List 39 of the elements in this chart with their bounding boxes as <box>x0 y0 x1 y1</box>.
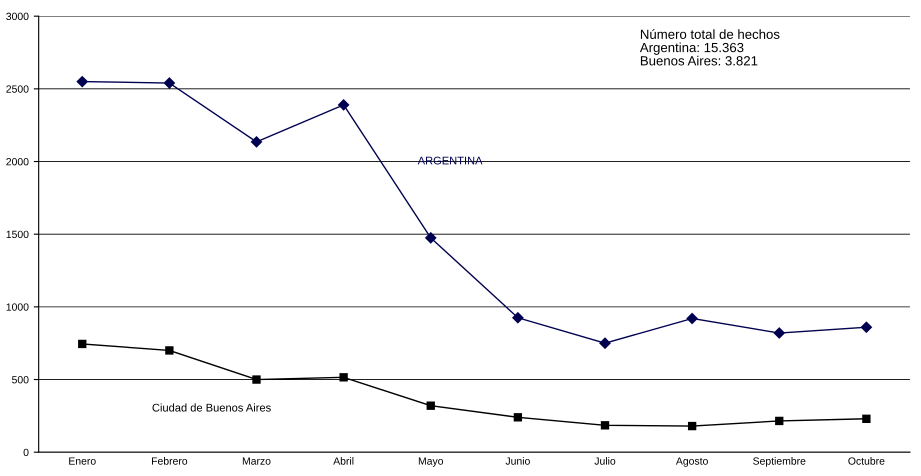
point <box>425 232 436 244</box>
point <box>250 136 262 148</box>
x-tick-label: Agosto <box>676 457 708 467</box>
y-tick-label: 500 <box>12 376 29 384</box>
point <box>774 327 785 339</box>
y-tick-label: 1500 <box>6 230 29 238</box>
point <box>165 346 174 355</box>
x-tick-label: Junio <box>506 457 530 465</box>
point <box>686 312 698 324</box>
point <box>76 76 88 88</box>
point <box>252 375 261 384</box>
text: Ciudad de Buenos Aires <box>152 403 271 412</box>
point <box>862 414 871 423</box>
point <box>514 413 522 422</box>
point <box>512 312 524 324</box>
point <box>338 99 350 110</box>
x-tick-label: Abril <box>333 457 354 465</box>
x-tick-label: Marzo <box>242 457 271 465</box>
y-tick-label: 1000 <box>6 303 29 311</box>
x-tick-label: Julio <box>594 457 616 465</box>
y-tick-label: 0 <box>24 448 29 456</box>
point <box>339 373 348 382</box>
point <box>599 338 611 349</box>
point <box>600 421 610 430</box>
point <box>688 422 696 430</box>
x-tick-label: Octubre <box>848 457 884 465</box>
y-tick-label: 2000 <box>6 158 29 166</box>
x-tick-label: Enero <box>69 457 96 465</box>
x-tick-label: Septiembre <box>753 457 806 467</box>
y-tick-label: 3000 <box>6 12 29 20</box>
point <box>164 77 175 89</box>
point <box>860 322 872 333</box>
x-tick-label: Febrero <box>152 457 188 465</box>
y-tick-label: 2500 <box>6 85 29 93</box>
point <box>775 416 784 426</box>
point <box>426 402 435 410</box>
point <box>78 340 86 348</box>
x-tick-label: Mayo <box>418 457 444 467</box>
annotation: Número total de hechos Argentina: 15.363 Buenos Aires: 3.821 <box>640 29 780 66</box>
